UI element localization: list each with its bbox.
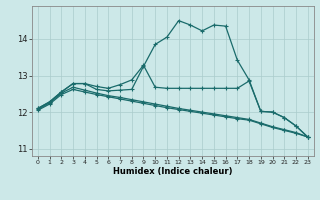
- X-axis label: Humidex (Indice chaleur): Humidex (Indice chaleur): [113, 167, 233, 176]
